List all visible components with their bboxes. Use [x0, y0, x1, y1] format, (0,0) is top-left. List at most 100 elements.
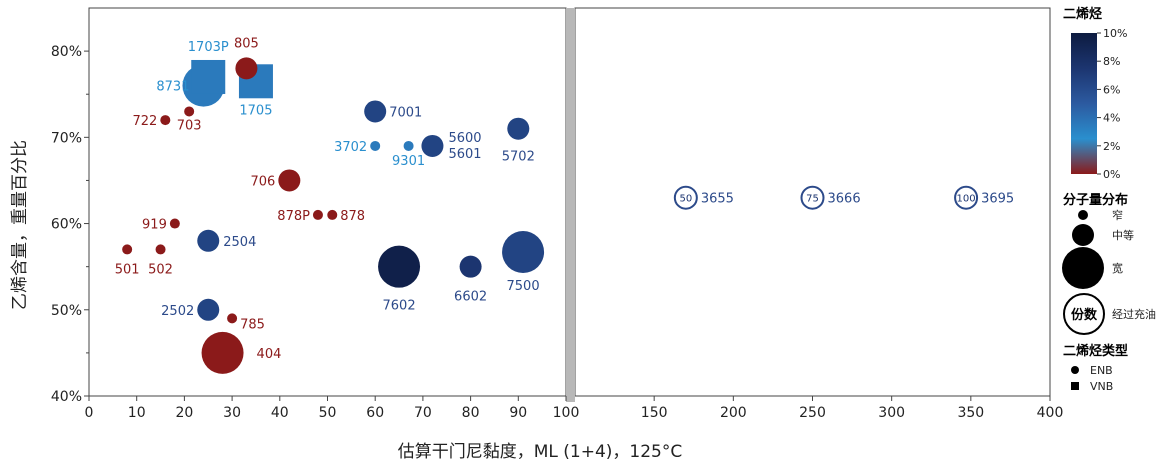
data-point	[235, 57, 258, 80]
point-label: 5600	[448, 131, 481, 146]
x-tick-label: 80	[462, 405, 480, 421]
type-legend-title: 二烯烃类型	[1063, 343, 1128, 359]
x-tick-label: 10	[128, 405, 146, 421]
size-legend-title: 分子量分布	[1063, 192, 1128, 208]
point-label: 2504	[223, 235, 256, 250]
oil-parts-label: 50	[679, 194, 692, 205]
data-point	[227, 313, 238, 324]
oil-legend-label: 经过充油	[1112, 307, 1156, 321]
point-label: 785	[240, 317, 265, 332]
type-legend-marker	[1071, 366, 1079, 374]
point-label: 3695	[981, 192, 1014, 207]
point-label: 919	[142, 218, 167, 233]
y-tick-label: 40%	[51, 389, 82, 405]
plot-frame-1	[88, 7, 567, 397]
data-point	[421, 134, 444, 157]
y-tick-label: 70%	[51, 130, 82, 146]
x-tick-label: 250	[799, 405, 826, 421]
data-point	[155, 244, 166, 255]
colorbar-title: 二烯烃	[1063, 6, 1102, 22]
point-label: 878	[340, 209, 365, 224]
type-legend-label: VNB	[1090, 380, 1113, 393]
x-tick-label: 0	[85, 405, 94, 421]
point-label: 5702	[502, 150, 535, 165]
data-point	[122, 244, 133, 255]
size-legend-marker	[1062, 247, 1104, 289]
colorbar-tick-label: 6%	[1103, 83, 1120, 96]
size-legend-marker	[1078, 210, 1088, 220]
axes-layer: 40% 50% 60% 70% 80% 0 10 20 30 40 50 60 70 80 90 100 150…	[51, 7, 1064, 421]
point-label: 501	[115, 262, 140, 277]
point-label: 722	[132, 114, 157, 129]
colorbar-tick-label: 4%	[1103, 112, 1120, 125]
oil-parts-label: 100	[957, 194, 976, 205]
data-point	[327, 209, 338, 220]
point-label: 3655	[701, 192, 734, 207]
y-tick-label: 50%	[51, 303, 82, 319]
point-label: 805	[234, 36, 259, 51]
oil-extended-point	[954, 185, 979, 210]
x-tick-label: 70	[414, 405, 432, 421]
point-label: 703	[177, 118, 202, 133]
type-legend-label: ENB	[1090, 364, 1113, 377]
point-label: 7001	[389, 105, 422, 120]
size-legend-label: 窄	[1112, 208, 1123, 222]
x-tick-label: 40	[271, 405, 289, 421]
data-labels: 1703P 1705 8731 805 722 703 7001 3702 9301 560056…	[115, 36, 1014, 362]
x-tick-label: 50	[319, 405, 337, 421]
x-tick-label: 90	[509, 405, 527, 421]
x-tick-label: 200	[720, 405, 747, 421]
x-tick-label: 300	[878, 405, 905, 421]
colorbar-tick-label: 2%	[1103, 140, 1120, 153]
point-label: 404	[257, 347, 282, 362]
point-label: 878P	[277, 209, 310, 224]
point-label: 3666	[828, 192, 861, 207]
data-point	[312, 209, 323, 220]
point-label: 8731	[156, 80, 189, 95]
oil-marker-text: 份数	[1071, 307, 1098, 323]
data-point	[378, 245, 421, 288]
oil-parts-label: 75	[806, 194, 819, 205]
data-point	[370, 140, 381, 151]
data-point	[507, 117, 530, 140]
point-label: 7500	[507, 279, 540, 294]
size-legend-label: 中等	[1112, 228, 1134, 242]
data-point	[403, 140, 414, 151]
colorbar-tick-label: 8%	[1103, 55, 1120, 68]
point-label: 2502	[161, 304, 194, 319]
data-point	[184, 106, 195, 117]
y-tick-label: 60%	[51, 217, 82, 233]
point-label: 9301	[392, 154, 425, 169]
x-tick-label: 100	[553, 405, 580, 421]
x-tick-label: 30	[223, 405, 241, 421]
x-tick-label: 400	[1037, 405, 1064, 421]
colorbar-tick-label: 0%	[1103, 168, 1120, 181]
x-tick-label: 60	[366, 405, 384, 421]
data-point	[169, 218, 180, 229]
data-point	[364, 100, 387, 123]
colorbar-tick-label: 10%	[1103, 27, 1127, 40]
point-label: 3702	[334, 140, 367, 155]
x-tick-label: 150	[641, 405, 668, 421]
y-axis-title: 乙烯含量，重量百分比	[10, 140, 30, 310]
x-tick-label: 350	[957, 405, 984, 421]
size-legend-marker	[1072, 224, 1094, 246]
data-point	[459, 255, 482, 278]
point-label: 502	[148, 262, 173, 277]
point-label: 6602	[454, 290, 487, 305]
data-point	[201, 331, 244, 374]
point-label: 5601	[448, 147, 481, 162]
data-point	[197, 229, 220, 252]
data-point	[502, 231, 545, 274]
colorbar	[1071, 33, 1097, 174]
data-point-square	[191, 59, 226, 94]
data-points	[122, 57, 979, 374]
x-axis-title: 估算干门尼黏度，ML (1+4)，125°C	[398, 442, 683, 462]
type-legend-marker	[1071, 382, 1079, 390]
data-point	[197, 298, 220, 321]
oil-extended-legend-marker	[1063, 293, 1105, 335]
point-label: 1703P	[188, 40, 229, 55]
y-tick-label: 80%	[51, 44, 82, 60]
data-point	[278, 169, 301, 192]
